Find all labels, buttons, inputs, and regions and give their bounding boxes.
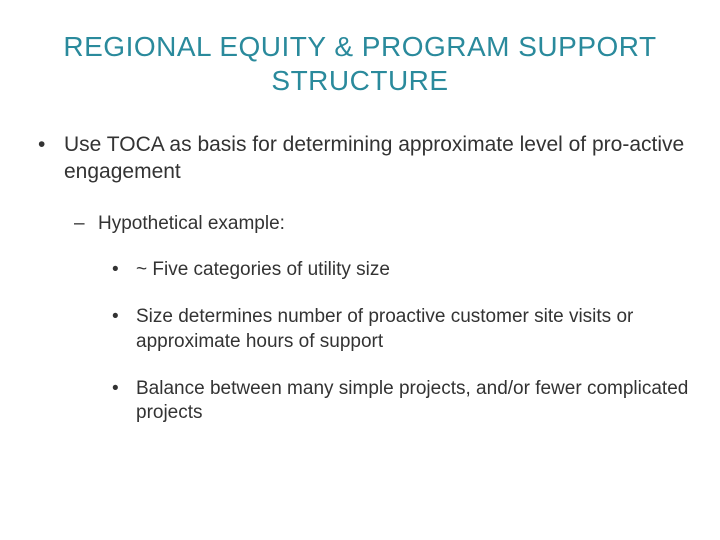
bullet-text: Hypothetical example: <box>98 213 285 234</box>
bullet-text: Use TOCA as basis for determining approx… <box>64 133 684 183</box>
list-item: Hypothetical example: ~ Five categories … <box>98 212 700 426</box>
bullet-text: ~ Five categories of utility size <box>136 259 390 280</box>
list-item: ~ Five categories of utility size <box>136 258 700 283</box>
list-item: Balance between many simple projects, an… <box>136 377 700 426</box>
list-item: Use TOCA as basis for determining approx… <box>64 131 700 426</box>
bullet-text: Size determines number of proactive cust… <box>136 306 633 352</box>
slide-title: REGIONAL EQUITY & PROGRAM SUPPORT STRUCT… <box>20 30 700 97</box>
bullet-list-level2: Hypothetical example: ~ Five categories … <box>64 212 700 426</box>
bullet-list-level3: ~ Five categories of utility size Size d… <box>98 258 700 425</box>
list-item: Size determines number of proactive cust… <box>136 305 700 354</box>
bullet-text: Balance between many simple projects, an… <box>136 378 688 424</box>
bullet-list-level1: Use TOCA as basis for determining approx… <box>20 131 700 426</box>
